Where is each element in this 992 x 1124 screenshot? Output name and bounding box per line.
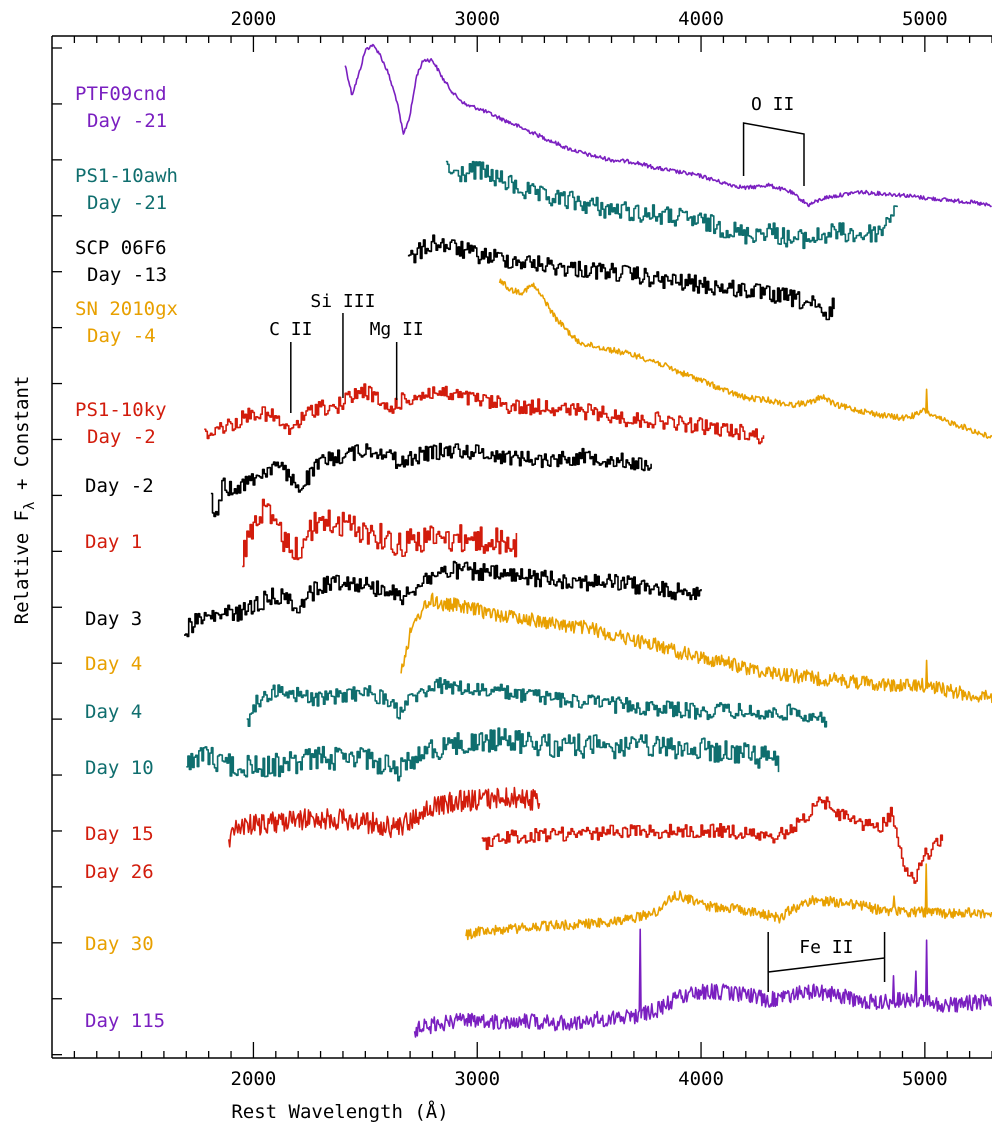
- spectrum-series-0: [344, 43, 992, 208]
- spectrum-series-2: [407, 234, 835, 321]
- series-label-0-line-0: PTF09cnd: [75, 83, 167, 105]
- x-tick-label: 4000: [678, 1068, 724, 1090]
- x-tick-label-top: 2000: [231, 8, 277, 30]
- x-tick-label: 2000: [231, 1068, 277, 1090]
- spectrum-series-6: [242, 498, 518, 568]
- series-label-11-line-0: Day 15: [85, 823, 154, 845]
- line-id-o-ii-label: O II: [751, 94, 794, 115]
- series-label-6-line-0: Day 1: [85, 531, 142, 553]
- line-id-fe-ii-label: Fe II: [799, 937, 853, 958]
- y-axis-title-main: Relative F: [11, 510, 33, 624]
- spectrum-series-7: [184, 560, 702, 638]
- line-id-label-0: C II: [269, 319, 312, 340]
- series-label-13-line-0: Day 30: [85, 933, 154, 955]
- spectrum-series-9: [246, 677, 828, 728]
- x-tick-label: 3000: [454, 1068, 500, 1090]
- spectrum-series-1: [445, 160, 898, 250]
- series-label-3-line-0: SN 2010gx: [75, 298, 178, 320]
- spectrum-series-11: [228, 786, 541, 848]
- plot-axes: 2000 2000 3000 3000 4000 4000 5000 5000: [51, 8, 992, 1090]
- spectrum-series-8: [400, 592, 992, 704]
- series-label-2-line-0: SCP 06F6: [75, 237, 167, 259]
- series-label-0-line-1: Day -21: [87, 110, 167, 132]
- series-label-2-line-1: Day -13: [87, 264, 167, 286]
- line-id-o-ii-marker: [742, 122, 805, 186]
- line-id-label-2: Mg II: [370, 319, 424, 340]
- spectrum-series-4: [204, 383, 765, 445]
- series-label-3-line-1: Day -4: [87, 325, 156, 347]
- x-tick-label-top: 5000: [902, 8, 948, 30]
- spectrum-series-13: [465, 863, 992, 941]
- series-label-14-line-0: Day 115: [85, 1010, 165, 1032]
- line-id-fe-ii-marker: [767, 932, 886, 992]
- y-axis-title: Relative Fλ + Constant: [11, 376, 38, 625]
- series-label-1-line-1: Day -21: [87, 192, 167, 214]
- spectrum-series-10: [186, 727, 780, 782]
- series-label-8-line-0: Day 4: [85, 653, 142, 675]
- spectra-series: [184, 43, 992, 1038]
- spectrum-series-12: [481, 796, 944, 884]
- series-label-1-line-0: PS1-10awh: [75, 165, 178, 187]
- y-axis-title-sub: λ: [22, 502, 38, 510]
- series-label-10-line-0: Day 10: [85, 757, 154, 779]
- series-labels: PTF09cnd Day -21 PS1-10awh Day -21 SCP 06F6 D…: [75, 83, 178, 1032]
- y-axis-title-rest: + Constant: [11, 376, 33, 502]
- x-tick-label-top: 3000: [454, 8, 500, 30]
- x-tick-label: 5000: [902, 1068, 948, 1090]
- series-label-5-line-0: Day -2: [85, 475, 154, 497]
- x-axis-title: Rest Wavelength (Å): [231, 1100, 448, 1123]
- series-label-7-line-0: Day 3: [85, 608, 142, 630]
- series-label-4-line-1: Day -2: [87, 426, 156, 448]
- spectrum-series-3: [498, 278, 992, 439]
- series-label-12-line-0: Day 26: [85, 861, 154, 883]
- spectrum-series-5: [210, 442, 652, 518]
- series-label-4-line-0: PS1-10ky: [75, 399, 167, 421]
- line-id-label-1: Si III: [310, 291, 375, 312]
- line-identifications: O II C II Si III Mg II Fe II: [269, 94, 886, 992]
- spectrum-series-14: [413, 928, 992, 1038]
- x-tick-label-top: 4000: [678, 8, 724, 30]
- series-label-9-line-0: Day 4: [85, 701, 142, 723]
